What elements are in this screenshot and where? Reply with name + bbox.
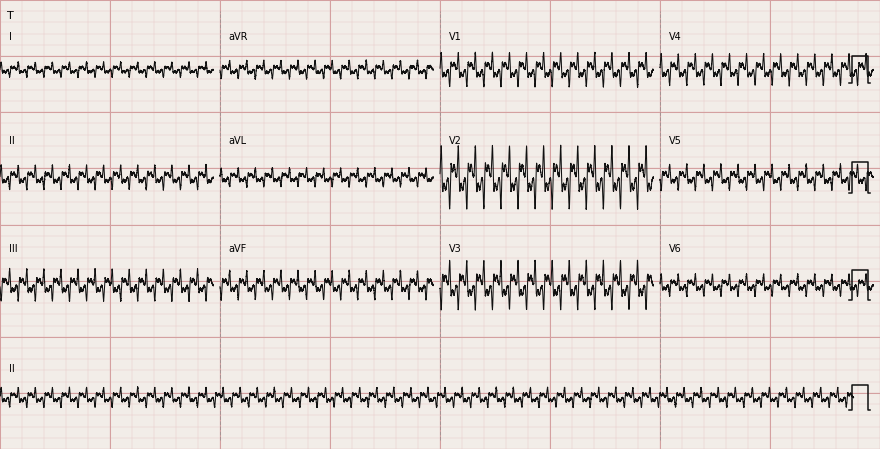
- Text: V3: V3: [449, 244, 461, 254]
- Text: V2: V2: [449, 136, 462, 146]
- Text: I: I: [9, 32, 11, 42]
- Text: T: T: [7, 11, 14, 21]
- Text: aVR: aVR: [229, 32, 248, 42]
- Text: II: II: [9, 364, 15, 374]
- Text: V5: V5: [669, 136, 682, 146]
- Text: III: III: [9, 244, 18, 254]
- Text: V4: V4: [669, 32, 681, 42]
- Text: V6: V6: [669, 244, 681, 254]
- Text: V1: V1: [449, 32, 461, 42]
- Text: aVF: aVF: [229, 244, 247, 254]
- Text: aVL: aVL: [229, 136, 247, 146]
- Text: II: II: [9, 136, 15, 146]
